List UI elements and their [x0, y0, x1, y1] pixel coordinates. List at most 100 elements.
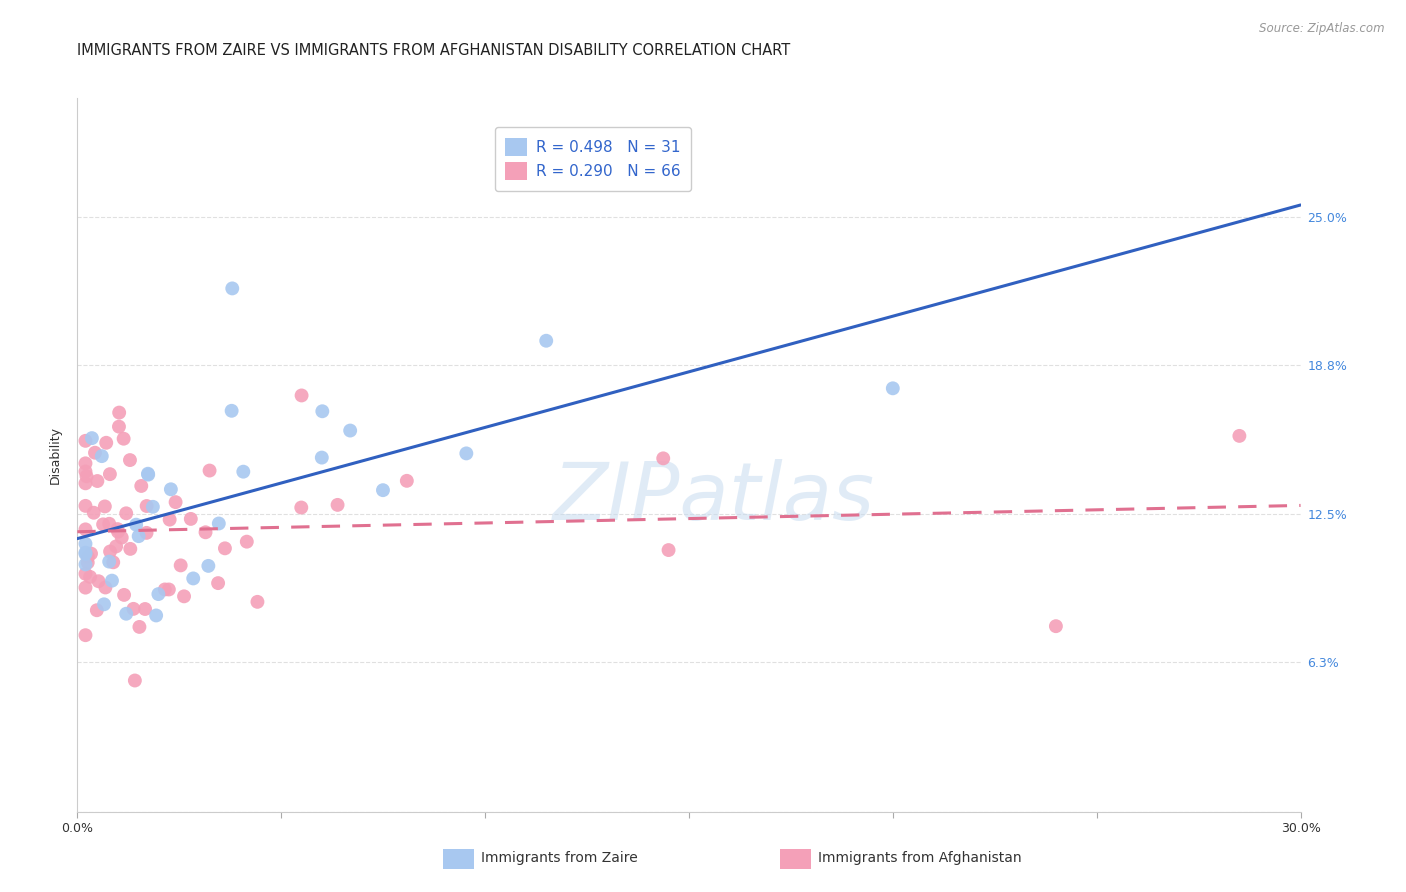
Point — [181, 571, 204, 585]
Point — [108, 406, 131, 420]
Point — [136, 467, 159, 482]
Point — [98, 544, 121, 558]
Point — [75, 465, 97, 479]
Point — [108, 419, 131, 434]
Point — [165, 495, 187, 509]
Point — [128, 529, 150, 543]
Point — [103, 555, 125, 569]
Point — [112, 432, 135, 446]
Point — [83, 506, 105, 520]
Point — [86, 603, 108, 617]
Point — [75, 566, 97, 581]
Point — [232, 465, 254, 479]
Point — [148, 587, 170, 601]
Point — [157, 582, 180, 597]
Text: ZIPatlas: ZIPatlas — [553, 458, 875, 537]
Point — [75, 537, 97, 551]
Point — [246, 595, 269, 609]
Point — [75, 558, 97, 572]
Point — [75, 476, 97, 491]
Point — [128, 620, 150, 634]
Point — [159, 513, 181, 527]
Text: IMMIGRANTS FROM ZAIRE VS IMMIGRANTS FROM AFGHANISTAN DISABILITY CORRELATION CHAR: IMMIGRANTS FROM ZAIRE VS IMMIGRANTS FROM… — [77, 43, 790, 58]
Point — [652, 451, 675, 466]
Point — [236, 534, 259, 549]
Point — [291, 388, 314, 402]
Point — [311, 404, 333, 418]
Point — [311, 450, 333, 465]
Point — [75, 547, 97, 561]
Point — [173, 590, 195, 604]
Point — [84, 446, 107, 460]
Point — [75, 522, 97, 536]
Point — [98, 516, 121, 531]
Point — [326, 498, 349, 512]
Point — [536, 334, 558, 348]
Point — [136, 467, 159, 481]
Point — [115, 607, 138, 621]
Point — [160, 483, 183, 497]
Point — [80, 431, 103, 445]
Point — [98, 555, 121, 569]
Point — [91, 517, 114, 532]
Point — [197, 558, 219, 573]
Point — [207, 576, 229, 591]
Point — [395, 474, 418, 488]
Point — [94, 581, 117, 595]
Point — [145, 608, 167, 623]
Point — [221, 281, 243, 295]
Point — [208, 516, 231, 531]
Point — [456, 446, 478, 460]
Point — [142, 500, 165, 514]
Point — [221, 404, 243, 418]
Point — [105, 540, 128, 554]
Point — [75, 546, 97, 560]
Point — [75, 434, 97, 448]
Point — [125, 517, 148, 532]
Point — [77, 549, 100, 564]
Point — [339, 424, 361, 438]
Point — [75, 499, 97, 513]
Point — [107, 522, 129, 536]
Text: Source: ZipAtlas.com: Source: ZipAtlas.com — [1260, 22, 1385, 36]
Point — [371, 483, 394, 498]
Point — [76, 469, 98, 483]
Point — [75, 628, 97, 642]
Legend: R = 0.498   N = 31, R = 0.290   N = 66: R = 0.498 N = 31, R = 0.290 N = 66 — [495, 128, 692, 191]
Point — [198, 464, 221, 478]
Point — [75, 456, 97, 470]
Point — [76, 556, 98, 570]
Point — [1045, 619, 1067, 633]
Point — [90, 449, 112, 463]
Y-axis label: Disability: Disability — [48, 425, 62, 484]
Point — [101, 574, 124, 588]
Point — [118, 453, 141, 467]
Point — [882, 381, 904, 395]
Point — [98, 467, 121, 482]
Point — [107, 524, 129, 539]
Point — [194, 525, 217, 540]
Point — [96, 435, 118, 450]
Point — [153, 582, 176, 597]
Point — [124, 673, 146, 688]
Point — [170, 558, 193, 573]
Point — [79, 570, 101, 584]
Point — [112, 588, 135, 602]
Point — [93, 597, 115, 611]
Point — [1229, 429, 1251, 443]
Text: Immigrants from Afghanistan: Immigrants from Afghanistan — [818, 851, 1022, 865]
Point — [180, 512, 202, 526]
Point — [75, 581, 97, 595]
Point — [658, 543, 681, 558]
Point — [129, 479, 152, 493]
Point — [290, 500, 312, 515]
Point — [115, 506, 138, 520]
Point — [134, 602, 156, 616]
Point — [86, 474, 108, 488]
Point — [135, 499, 157, 513]
Point — [122, 602, 145, 616]
Point — [214, 541, 236, 556]
Point — [87, 574, 110, 589]
Text: Immigrants from Zaire: Immigrants from Zaire — [481, 851, 637, 865]
Point — [111, 531, 134, 545]
